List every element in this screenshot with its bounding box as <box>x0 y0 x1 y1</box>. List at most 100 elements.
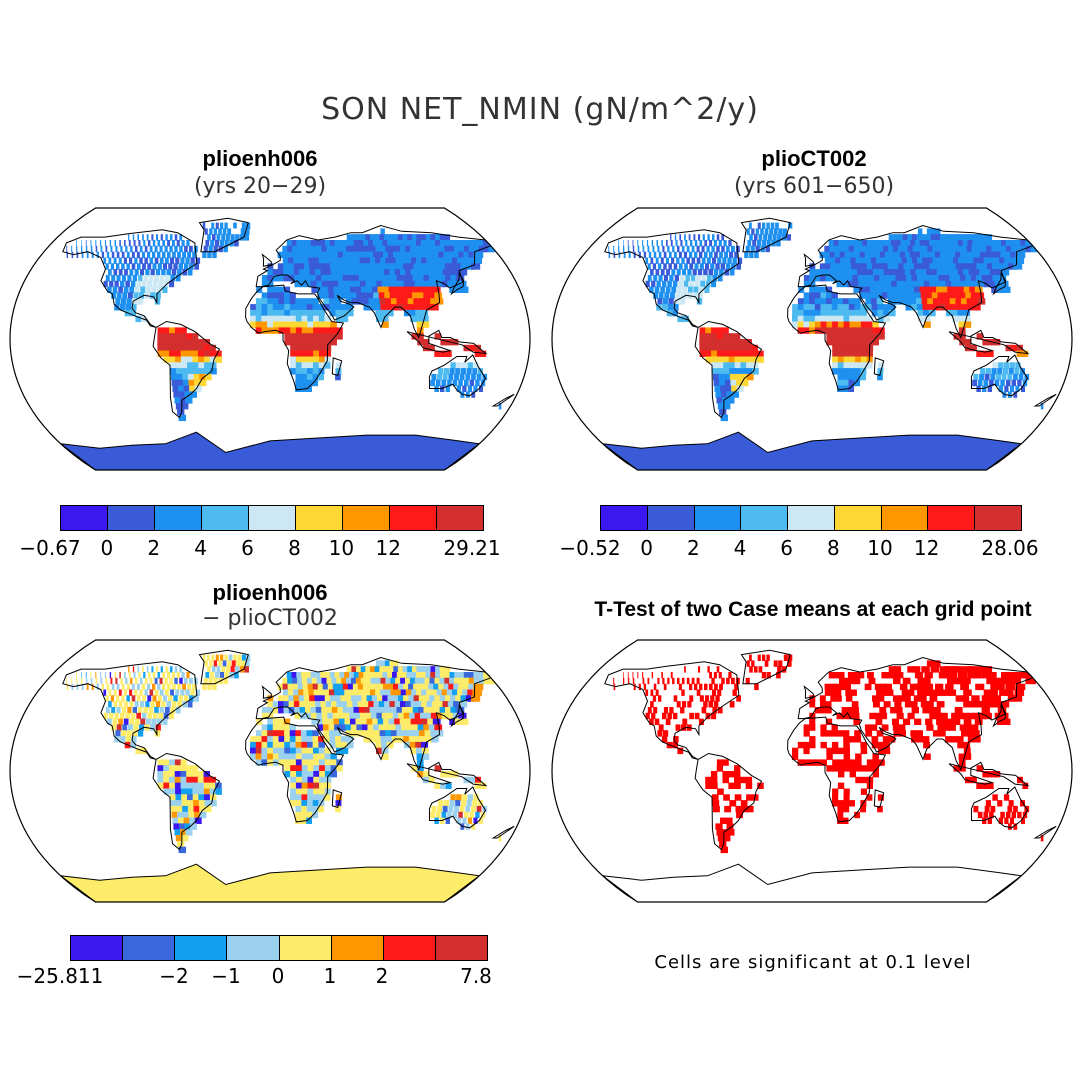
grid-cell <box>365 677 374 685</box>
grid-cell <box>180 689 185 696</box>
grid-cell <box>676 269 681 276</box>
grid-cell <box>719 269 724 276</box>
grid-cell <box>417 771 424 778</box>
grid-cell <box>118 689 122 696</box>
grid-cell <box>177 701 182 708</box>
grid-cell <box>413 251 422 259</box>
grid-cell <box>203 245 208 253</box>
grid-cell <box>113 257 117 264</box>
grid-cell <box>839 683 846 691</box>
grid-cell <box>1017 811 1022 819</box>
grid-cell <box>833 672 840 679</box>
grid-cell <box>747 240 752 247</box>
grid-cell <box>673 263 678 270</box>
grid-cell <box>405 269 414 276</box>
grid-cell <box>405 701 414 708</box>
grid-cell <box>170 373 178 381</box>
grid-cell <box>943 275 952 282</box>
grid-cell <box>244 234 249 241</box>
map-border <box>551 639 1073 903</box>
grid-cell <box>284 298 291 305</box>
grid-cell <box>130 677 133 685</box>
grid-cell <box>658 263 662 270</box>
grid-cell <box>726 677 730 685</box>
grid-cell <box>803 275 810 282</box>
grid-cell <box>455 368 461 375</box>
grid-cell <box>126 263 130 270</box>
coastline-antarctica <box>600 431 1023 470</box>
grid-cell <box>174 677 178 685</box>
coastline-greenland <box>740 649 791 685</box>
grid-cell <box>825 707 832 714</box>
grid-cell <box>203 356 211 363</box>
grid-cell <box>152 672 156 679</box>
grid-cell <box>71 251 74 259</box>
grid-cell <box>875 718 883 725</box>
grid-cell <box>420 240 431 247</box>
grid-cell <box>364 257 373 264</box>
grid-cell <box>825 275 832 282</box>
grid-cell <box>313 257 321 264</box>
grid-cell <box>728 771 735 778</box>
grid-cell <box>272 747 280 755</box>
grid-cell <box>114 712 119 720</box>
grid-cell <box>204 362 211 369</box>
grid-cell <box>888 269 896 276</box>
grid-cell <box>705 712 711 720</box>
colorbar-swatch <box>881 506 929 530</box>
grid-cell <box>814 309 822 317</box>
grid-cell <box>848 304 856 311</box>
grid-cell <box>272 321 280 328</box>
grid-cell <box>192 362 200 369</box>
grid-cell <box>267 753 274 760</box>
grid-cell <box>677 315 684 323</box>
grid-cell <box>123 286 129 293</box>
grid-cell <box>406 292 414 299</box>
grid-cell <box>261 753 268 760</box>
grid-cell <box>176 368 183 375</box>
grid-cell <box>831 368 838 375</box>
grid-cell <box>847 712 854 720</box>
grid-cell <box>722 829 730 836</box>
grid-cell <box>866 327 874 334</box>
grid-cell <box>855 362 862 369</box>
grid-cell <box>705 776 712 784</box>
panel3-map <box>9 639 531 903</box>
grid-cell <box>162 683 166 691</box>
grid-cell <box>267 286 274 293</box>
grid-cell <box>660 257 664 264</box>
grid-cell <box>736 385 744 392</box>
grid-cell <box>220 654 224 661</box>
grid-cell <box>791 321 799 328</box>
grid-cell <box>1008 368 1014 375</box>
grid-cell <box>442 373 448 381</box>
grid-cell <box>933 275 941 282</box>
grid-cell <box>382 695 390 702</box>
grid-cell <box>699 695 704 702</box>
grid-cell <box>891 240 899 247</box>
grid-cell <box>942 689 951 696</box>
grid-cell <box>198 794 206 801</box>
grid-cell <box>843 344 851 352</box>
grid-cell <box>929 240 938 247</box>
grid-cell <box>749 654 752 661</box>
grid-cell <box>667 304 673 311</box>
grid-cell <box>307 771 314 778</box>
grid-cell <box>1002 286 1011 293</box>
grid-cell <box>116 251 120 259</box>
grid-cell <box>123 257 127 264</box>
grid-cell <box>681 689 685 696</box>
coastline-eurasia <box>797 656 1034 771</box>
grid-cell <box>915 683 923 691</box>
grid-cell <box>357 251 366 259</box>
grid-cell <box>207 666 211 673</box>
grid-cell <box>132 275 137 282</box>
grid-cell <box>681 724 687 731</box>
grid-cell <box>443 683 453 691</box>
grid-cell <box>163 344 170 352</box>
grid-cell <box>318 805 324 813</box>
grid-cell <box>467 689 477 696</box>
grid-cell <box>309 263 316 270</box>
grid-cell <box>1009 817 1014 824</box>
grid-cell <box>390 730 399 737</box>
